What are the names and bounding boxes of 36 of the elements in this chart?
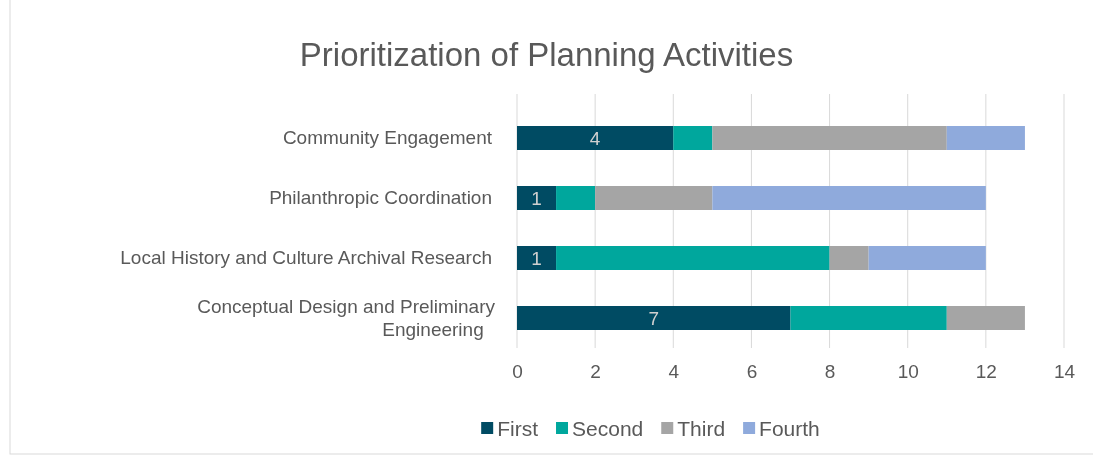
y-tick-label: Philanthropic Coordination xyxy=(269,187,492,209)
legend-label: Second xyxy=(572,417,644,441)
bar xyxy=(517,186,557,210)
bar xyxy=(829,246,869,270)
y-tick-label: Community Engagement xyxy=(282,127,493,149)
legend-label: Third xyxy=(677,417,726,441)
x-tick-label: 10 xyxy=(897,361,919,382)
bar xyxy=(673,126,713,150)
data-label: 4 xyxy=(589,127,601,149)
data-label: 1 xyxy=(531,187,542,209)
legend-label: First xyxy=(497,417,539,441)
data-label: 7 xyxy=(648,307,660,329)
x-tick-label: 2 xyxy=(590,361,601,382)
bar xyxy=(790,306,947,330)
bar xyxy=(517,306,791,330)
x-tick-label: 4 xyxy=(668,361,680,382)
x-tick-label: 14 xyxy=(1053,361,1076,382)
y-tick-label: Local History and Culture Archival Research xyxy=(120,247,492,269)
bar xyxy=(712,126,947,150)
data-label: 1 xyxy=(531,247,542,269)
bar xyxy=(946,126,1025,150)
x-tick-label: 12 xyxy=(975,361,997,382)
x-tick-label: 8 xyxy=(824,361,836,382)
bar xyxy=(556,246,830,270)
bar xyxy=(517,246,557,270)
bar xyxy=(946,306,1025,330)
chart-title: Prioritization of Planning Activities xyxy=(299,36,794,73)
legend-label: Fourth xyxy=(759,417,820,441)
bar xyxy=(595,186,713,210)
x-tick-label: 0 xyxy=(512,361,523,382)
bar xyxy=(556,186,596,210)
bar xyxy=(868,246,986,270)
bar xyxy=(712,186,986,210)
y-tick-label: Conceptual Design and Preliminary Engineering xyxy=(197,296,496,341)
x-tick-label: 6 xyxy=(746,361,758,382)
bar xyxy=(517,126,674,150)
